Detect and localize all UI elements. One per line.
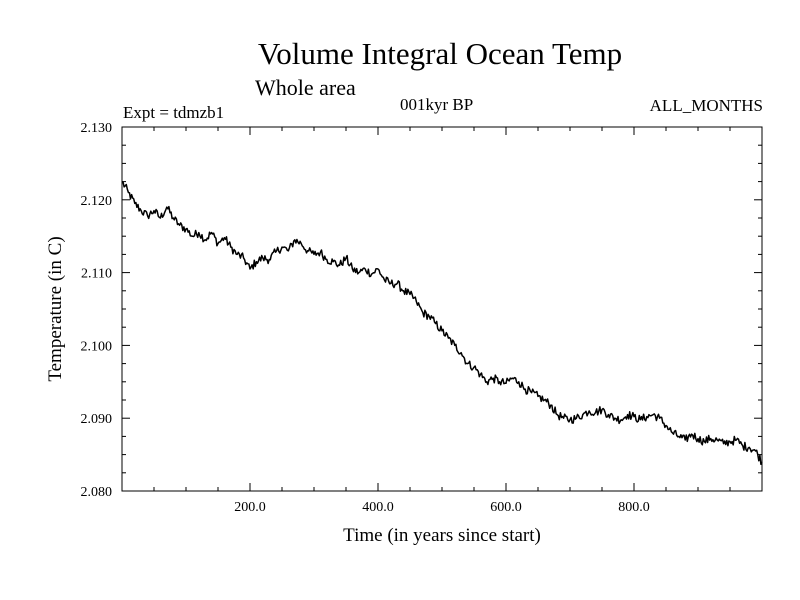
y-tick-label: 2.100 <box>81 339 113 354</box>
plot-frame <box>121 126 763 492</box>
period-label: 001kyr BP <box>400 95 473 114</box>
y-axis-label: Temperature (in C) <box>45 236 66 381</box>
axis-tick-labels: 200.0 400.0 600.0 800.0 2.080 2.090 2.100 2.110… <box>81 121 650 515</box>
y-tick-label: 2.130 <box>81 121 113 136</box>
x-tick-label: 400.0 <box>362 500 394 515</box>
y-tick-label: 2.090 <box>81 412 113 427</box>
y-tick-label: 2.080 <box>81 485 113 500</box>
x-tick-label: 800.0 <box>618 500 650 515</box>
temperature-series-line <box>121 180 763 466</box>
x-tick-label: 200.0 <box>234 500 266 515</box>
y-tick-label: 2.110 <box>81 267 112 282</box>
y-tick-label: 2.120 <box>81 194 113 209</box>
x-tick-label: 600.0 <box>490 500 522 515</box>
axis-ticks <box>122 127 762 491</box>
chart-title: Volume Integral Ocean Temp <box>258 36 622 71</box>
months-label: ALL_MONTHS <box>650 96 763 115</box>
chart-subtitle: Whole area <box>255 75 356 100</box>
x-axis-label: Time (in years since start) <box>343 525 541 546</box>
experiment-label: Expt = tdmzb1 <box>123 103 224 122</box>
